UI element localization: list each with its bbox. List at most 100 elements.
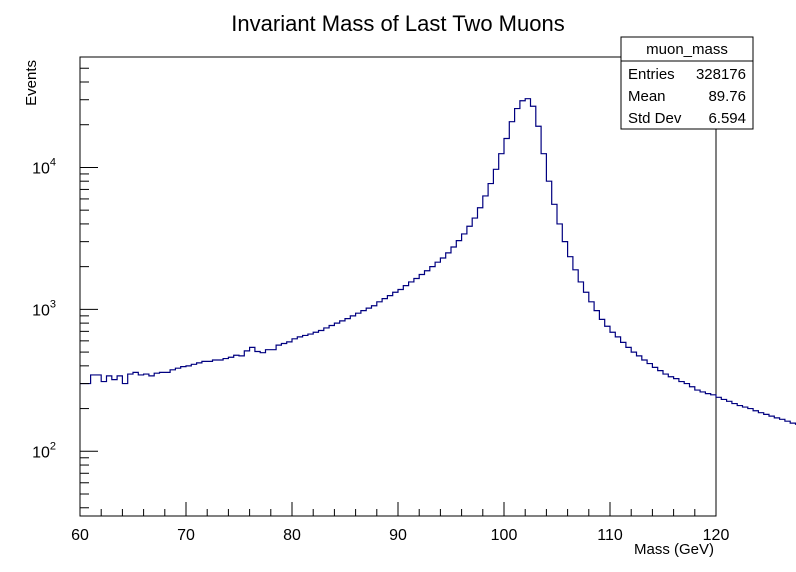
histogram-bin (122, 384, 127, 516)
histogram-bin (91, 375, 96, 516)
histogram-bin (175, 368, 180, 516)
stats-entries-label: Entries (628, 66, 675, 83)
histogram-bin (128, 374, 133, 516)
histogram-bin (138, 375, 143, 516)
histogram-bin (679, 382, 684, 516)
histogram-bin (552, 204, 557, 516)
histogram-bin (414, 279, 419, 517)
histogram-bin (764, 414, 769, 516)
histogram-bin (631, 352, 636, 516)
histogram-bin (509, 122, 514, 516)
histogram-bin (637, 356, 642, 516)
histogram-bin (727, 401, 732, 516)
histogram-bin (568, 257, 573, 516)
histogram-bin (366, 308, 371, 516)
y-tick-label: 104 (32, 156, 56, 177)
histogram-bin (690, 387, 695, 516)
histogram-bin (541, 154, 546, 516)
histogram-bin (700, 392, 705, 516)
histogram-bin (255, 351, 260, 516)
histogram-bin (626, 347, 631, 516)
histogram-bin (705, 394, 710, 516)
histogram-bin (101, 382, 106, 516)
histogram-bin (674, 379, 679, 516)
histogram-bin (488, 184, 493, 516)
histogram-bin (769, 416, 774, 516)
histogram-bin (387, 296, 392, 516)
histogram-bin (350, 316, 355, 516)
histogram-bin (250, 347, 255, 516)
histogram-bin (297, 337, 302, 516)
histogram-bin (557, 224, 562, 516)
histogram-bin (170, 370, 175, 516)
histogram-bin (525, 99, 530, 516)
histogram-bin (393, 292, 398, 516)
histogram-bin (403, 286, 408, 516)
histogram-bin (584, 292, 589, 516)
stats-mean-label: Mean (628, 88, 666, 105)
histogram-bin (345, 319, 350, 516)
histogram-bin (578, 282, 583, 516)
histogram-bin (260, 353, 265, 516)
chart-title: Invariant Mass of Last Two Muons (231, 11, 564, 36)
histogram-bin (743, 407, 748, 516)
histogram-bin (144, 374, 149, 516)
histogram-bin (753, 411, 758, 516)
histogram-bin (356, 313, 361, 516)
histogram-bin (398, 290, 403, 516)
histogram-bin (546, 181, 551, 516)
stats-stddev-label: Std Dev (628, 110, 682, 127)
histogram-bin (160, 372, 165, 516)
histogram-bin (748, 409, 753, 516)
x-tick-label: 100 (491, 527, 518, 544)
histogram-bin (430, 267, 435, 516)
histogram-bin (642, 360, 647, 516)
histogram-bin (732, 404, 737, 516)
histogram-bin (446, 253, 451, 516)
histogram-bin (721, 399, 726, 516)
histogram-bin (154, 373, 159, 516)
histogram-bin (303, 335, 308, 516)
histogram-bin (334, 323, 339, 516)
y-axis-label: Events (23, 60, 40, 106)
histogram-bin (292, 339, 297, 516)
histogram-bin (80, 384, 85, 516)
histogram-bin (329, 325, 334, 516)
stats-stddev-value: 6.594 (708, 110, 746, 127)
stats-box: muon_mass Entries 328176 Mean 89.76 Std … (620, 36, 754, 130)
histogram-bin (716, 397, 721, 516)
histogram-bin (780, 419, 785, 516)
histogram-bin (112, 380, 117, 516)
histogram-bin (658, 371, 663, 516)
histogram-bin (663, 374, 668, 516)
histogram-bin (785, 421, 790, 516)
histogram-bin (737, 406, 742, 516)
histogram-bin (319, 330, 324, 516)
histogram-bin (536, 126, 541, 516)
histogram-bin (531, 106, 536, 516)
histogram-bin (605, 326, 610, 516)
histogram-bin (594, 311, 599, 516)
histogram-bins (80, 98, 796, 517)
x-axis-ticks: 60 70 80 90 100 110 120 (71, 502, 729, 544)
histogram-bin (493, 169, 498, 516)
histogram-bin (223, 359, 228, 516)
histogram-bin (504, 138, 509, 516)
histogram-bin (472, 218, 477, 516)
histogram-bin (372, 306, 377, 516)
histogram-bin (409, 282, 414, 516)
histogram-bin (133, 372, 138, 516)
histogram-bin (218, 360, 223, 516)
histogram-bin (276, 345, 281, 516)
histogram-bin (589, 302, 594, 516)
histogram-bin (308, 334, 313, 516)
histogram-bin (85, 384, 90, 516)
histogram-bin (287, 342, 292, 516)
histogram-bin (281, 343, 286, 516)
histogram-bin (647, 364, 652, 516)
histogram-bin (186, 366, 191, 516)
x-axis-label: Mass (GeV) (634, 541, 714, 558)
histogram-bin (478, 208, 483, 516)
histogram-bin (562, 242, 567, 516)
